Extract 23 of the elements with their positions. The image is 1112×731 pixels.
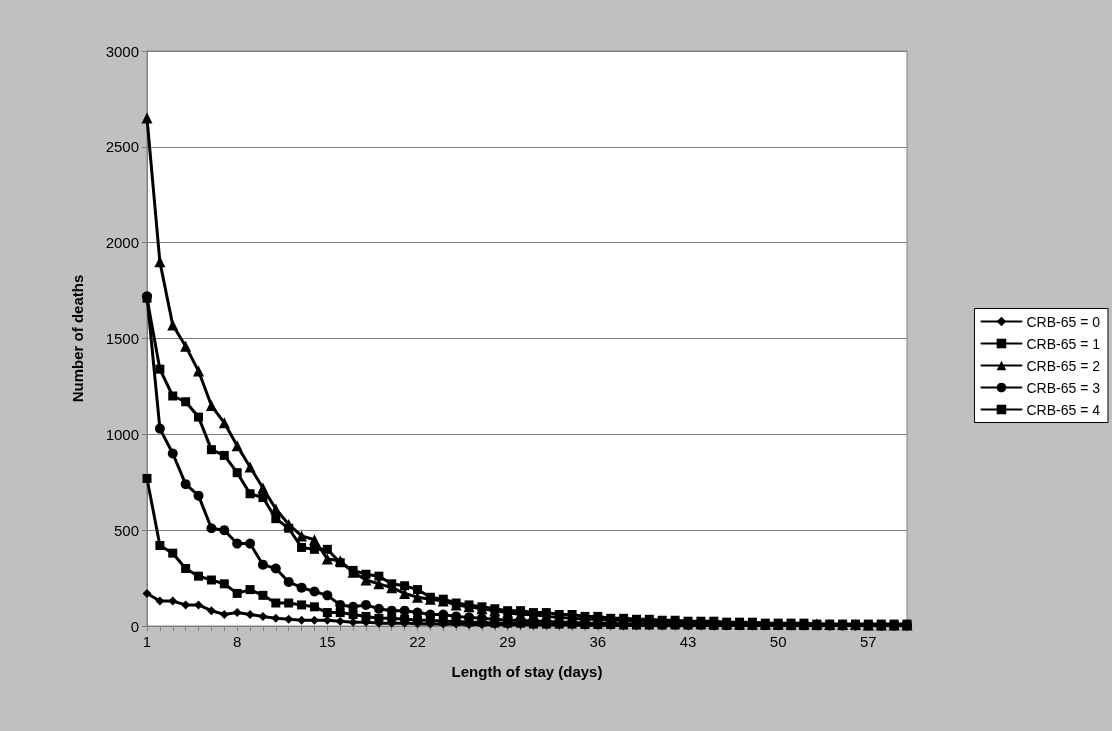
legend-label: CRB-65 = 2	[1026, 357, 1101, 374]
x-tick-label: 1	[142, 633, 152, 650]
x-tick-label: 36	[589, 633, 607, 650]
y-tick-label: 1500	[105, 330, 139, 347]
x-tick-label: 22	[409, 633, 426, 650]
legend-label: CRB-65 = 4	[1026, 401, 1101, 418]
y-axis-title: Number of deaths	[69, 274, 86, 403]
x-tick-label: 8	[233, 633, 242, 650]
y-tick-label: 0	[130, 617, 139, 635]
x-tick-label: 50	[769, 633, 787, 650]
x-tick-label: 43	[679, 633, 697, 650]
y-tick-label: 500	[113, 521, 139, 539]
y-tick-label: 3000	[105, 42, 139, 60]
x-tick-label: 29	[499, 633, 517, 650]
legend-label: CRB-65 = 1	[1026, 335, 1101, 352]
y-tick-label: 2000	[105, 234, 139, 252]
x-axis-title: Length of stay (days)	[451, 663, 603, 680]
legend-label: CRB-65 = 0	[1026, 313, 1101, 330]
x-tick-label: 15	[319, 633, 336, 650]
y-tick-label: 2500	[105, 138, 139, 156]
x-tick-label: 57	[860, 633, 877, 650]
legend-label: CRB-65 = 3	[1026, 379, 1101, 396]
y-tick-label: 1000	[105, 425, 139, 443]
